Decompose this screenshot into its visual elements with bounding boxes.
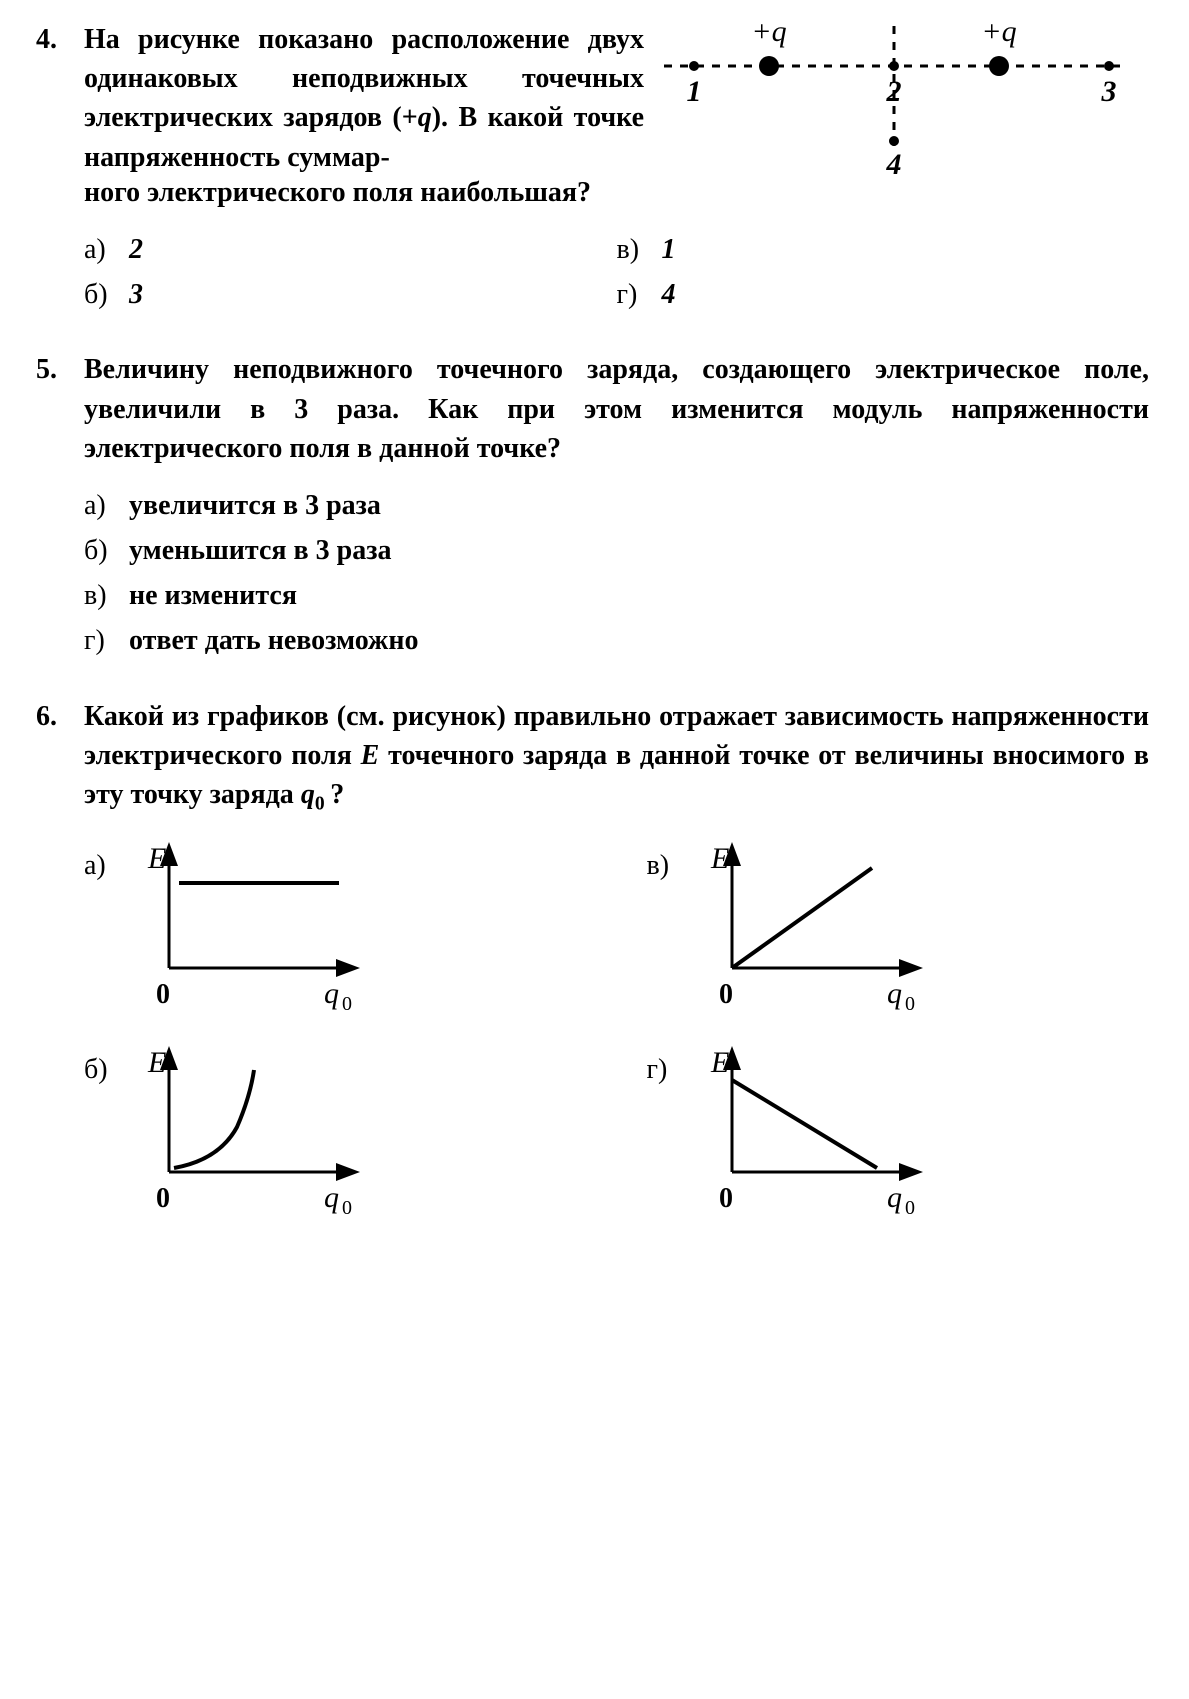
- svg-text:E: E: [710, 842, 729, 875]
- question-5: 5. Величину неподвижного точечного заряд…: [40, 350, 1149, 660]
- graph-g-svg: E 0 q 0: [687, 1042, 947, 1222]
- q6-option-b[interactable]: б) E 0 q 0: [84, 1042, 587, 1222]
- svg-text:2: 2: [886, 75, 902, 108]
- svg-text:E: E: [147, 1046, 166, 1079]
- charges-diagram-svg: 1 +q 2 +q 3 4: [654, 16, 1134, 176]
- svg-text:E: E: [147, 842, 166, 875]
- q4-number: 4.: [36, 20, 57, 59]
- svg-text:4: 4: [886, 148, 902, 176]
- q5-option-b[interactable]: б) уменьшится в 3 раза: [84, 531, 1149, 570]
- q4-option-g[interactable]: г) 4: [617, 275, 1150, 314]
- q4-figure: 1 +q 2 +q 3 4: [654, 16, 1149, 176]
- svg-text:0: 0: [905, 993, 915, 1015]
- q4-option-b[interactable]: б) 3: [84, 275, 617, 314]
- q6-number: 6.: [36, 697, 57, 736]
- svg-text:0: 0: [156, 979, 170, 1010]
- q6-option-a[interactable]: а) E 0 q 0: [84, 838, 587, 1018]
- svg-text:0: 0: [719, 1183, 733, 1214]
- q4-text-left: На рисунке показано расположение двух од…: [84, 20, 644, 177]
- q5-option-v[interactable]: в) не изменится: [84, 576, 1149, 615]
- svg-text:+q: +q: [981, 16, 1016, 48]
- question-6: 6. Какой из графиков (см. рисунок) прави…: [40, 697, 1149, 1222]
- graph-v-svg: E 0 q 0: [687, 838, 947, 1018]
- q6-option-g[interactable]: г) E 0 q 0: [647, 1042, 1150, 1222]
- svg-text:0: 0: [905, 1197, 915, 1219]
- svg-text:1: 1: [687, 75, 702, 108]
- q4-option-a[interactable]: а) 2: [84, 230, 617, 269]
- svg-text:0: 0: [342, 993, 352, 1015]
- q4-options: а) 2 в) 1 б) 3 г) 4: [84, 230, 1149, 314]
- q5-number: 5.: [36, 350, 57, 389]
- svg-text:0: 0: [342, 1197, 352, 1219]
- q5-option-a[interactable]: а) увеличится в 3 раза: [84, 486, 1149, 525]
- svg-text:q: q: [324, 977, 339, 1010]
- q5-option-g[interactable]: г) ответ дать невозможно: [84, 621, 1149, 660]
- svg-text:0: 0: [719, 979, 733, 1010]
- q4-text-continuation: ного электрического поля наибольшая?: [84, 173, 1149, 212]
- q4-option-v[interactable]: в) 1: [617, 230, 1150, 269]
- q5-options: а) увеличится в 3 раза б) уменьшится в 3…: [84, 486, 1149, 661]
- svg-text:0: 0: [156, 1183, 170, 1214]
- svg-text:q: q: [887, 977, 902, 1010]
- question-4: 4. На рисунке показано расположение двух…: [40, 20, 1149, 314]
- graph-a-svg: E 0 q 0: [124, 838, 384, 1018]
- svg-text:q: q: [324, 1181, 339, 1214]
- q5-text: Величину неподвижного точечного заряда, …: [84, 350, 1149, 468]
- svg-text:3: 3: [1101, 75, 1117, 108]
- q6-text: Какой из графиков (см. рисунок) правильн…: [84, 697, 1149, 818]
- q6-option-v[interactable]: в) E 0 q 0: [647, 838, 1150, 1018]
- svg-text:+q: +q: [751, 16, 786, 48]
- svg-text:q: q: [887, 1181, 902, 1214]
- graph-b-svg: E 0 q 0: [124, 1042, 384, 1222]
- q6-graphs-grid: а) E 0 q 0 в): [84, 838, 1149, 1222]
- svg-text:E: E: [710, 1046, 729, 1079]
